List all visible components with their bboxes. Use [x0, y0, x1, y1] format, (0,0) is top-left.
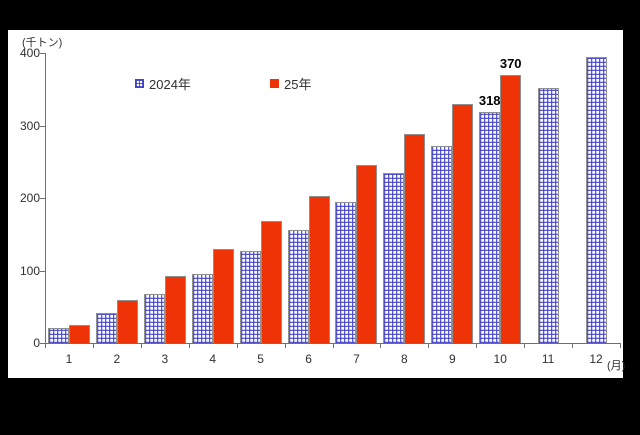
bar-2024-month-12: [585, 56, 607, 343]
bar-2024-month-1: [47, 327, 69, 343]
bar-25-month-7: [356, 164, 378, 343]
y-axis-unit-label: (千トン): [22, 37, 63, 49]
legend-swatch-25-icon: [270, 78, 279, 88]
y-tick-label-0: 0: [33, 336, 40, 350]
y-axis-line: [45, 53, 46, 344]
legend-label-25: 25年: [284, 76, 312, 92]
x-tick: [188, 344, 190, 348]
x-tick-label-2: 2: [113, 352, 121, 366]
bar-25-month-1: [68, 324, 90, 343]
x-tick-label-12: 12: [589, 352, 603, 366]
x-tick-label-9: 9: [448, 352, 456, 366]
x-tick: [92, 344, 94, 348]
y-tick-label-200: 200: [19, 191, 40, 205]
legend-item-25: 25年: [270, 75, 312, 92]
x-tick: [236, 344, 238, 348]
bar-2024-month-11: [537, 87, 559, 343]
bar-2024-month-7: [335, 202, 357, 343]
chart-panel: (千トン) 2024年 25年 (月) 0 100 200 300 400 1 2 3 4 5 6 7…: [8, 30, 626, 378]
bar-25-month-10: [500, 74, 522, 343]
bar-2024-month-6: [287, 229, 309, 343]
bar-2024-month-5: [239, 250, 261, 343]
bar-2024-month-4: [191, 274, 213, 343]
bar-25-month-5: [260, 221, 282, 343]
y-tick-label-100: 100: [19, 263, 40, 278]
x-tick: [380, 344, 382, 348]
y-tick: [40, 125, 45, 127]
y-tick: [40, 270, 45, 272]
x-tick-label-11: 11: [541, 352, 555, 366]
x-tick-label-8: 8: [401, 352, 408, 366]
x-axis-line: [45, 343, 621, 344]
x-tick: [332, 344, 334, 348]
x-tick: [284, 344, 286, 348]
y-tick: [40, 343, 45, 344]
y-tick-label-300: 300: [19, 118, 40, 133]
x-tick-label-1: 1: [65, 352, 73, 366]
x-tick-label-4: 4: [209, 352, 217, 366]
bar-25-month-3: [164, 276, 186, 343]
bar-25-month-9: [452, 103, 474, 343]
x-tick-label-10: 10: [493, 352, 507, 366]
bar-2024-month-10: [479, 112, 501, 343]
bar-2024-month-8: [383, 172, 405, 343]
bar-2024-month-2: [95, 312, 117, 343]
legend-label-2024: 2024年: [149, 76, 191, 92]
legend-item-2024: 2024年: [135, 75, 191, 92]
bar-25-month-8: [404, 134, 426, 343]
y-tick: [40, 198, 45, 199]
x-tick: [524, 344, 526, 348]
bar-2024-month-3: [143, 293, 165, 343]
data-label-318: 318: [478, 93, 501, 109]
y-tick: [40, 53, 45, 54]
x-tick: [140, 344, 142, 348]
x-tick: [620, 344, 621, 348]
data-label-370: 370: [499, 55, 522, 71]
legend: 2024年 25年: [8, 75, 623, 92]
bar-25-month-4: [212, 248, 234, 343]
x-tick: [45, 344, 46, 348]
bar-25-month-2: [116, 299, 138, 343]
bar-2024-month-9: [431, 145, 453, 343]
legend-swatch-2024-icon: [135, 78, 144, 88]
x-tick-label-7: 7: [353, 352, 360, 366]
x-tick: [572, 344, 574, 348]
x-tick-label-6: 6: [305, 352, 312, 366]
x-tick-label-5: 5: [257, 352, 264, 366]
bar-25-month-6: [308, 195, 330, 343]
x-axis-unit-label: (月): [607, 360, 626, 372]
y-tick-label-400: 400: [19, 46, 40, 60]
x-tick: [476, 344, 478, 348]
x-tick-label-3: 3: [161, 352, 169, 366]
x-tick: [428, 344, 430, 348]
